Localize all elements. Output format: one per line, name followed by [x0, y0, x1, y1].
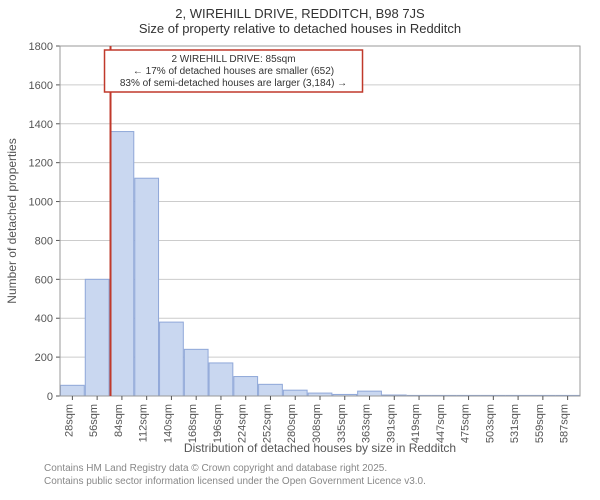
y-tick-label: 1800: [29, 41, 53, 53]
histogram-bar: [85, 279, 109, 396]
page-title-line2: Size of property relative to detached ho…: [0, 21, 600, 36]
histogram-bar: [234, 377, 258, 396]
histogram-chart: 0 200 400 600 800 1000 1200 1400 1600 1800 28sqm 56…: [0, 36, 600, 461]
x-tick-label: 280sqm: [286, 404, 298, 443]
x-tick-label: 391sqm: [385, 404, 397, 443]
annotation-line: ← 17% of detached houses are smaller (65…: [133, 66, 334, 77]
footer-line-2: Contains public sector information licen…: [44, 476, 600, 489]
x-tick-label: 112sqm: [138, 404, 150, 442]
x-tick-label: 196sqm: [212, 404, 224, 443]
y-tick-label: 1400: [29, 119, 53, 131]
y-tick-label: 400: [35, 313, 53, 325]
y-tick-label: 1200: [29, 158, 53, 170]
annotation-line: 2 WIREHILL DRIVE: 85sqm: [171, 54, 295, 65]
y-tick-label: 200: [35, 352, 53, 364]
y-tick-label: 1000: [29, 197, 53, 209]
y-tick-label: 800: [35, 235, 53, 247]
x-tick-label: 559sqm: [534, 404, 546, 443]
x-tick-label: 419sqm: [410, 404, 422, 443]
x-tick-label: 503sqm: [484, 404, 496, 443]
y-axis-label: Number of detached properties: [5, 138, 19, 303]
histogram-bar: [61, 385, 85, 396]
x-tick-label: 335sqm: [336, 404, 348, 443]
x-tick-label: 84sqm: [113, 404, 125, 437]
histogram-bar: [358, 391, 382, 396]
histogram-bar: [283, 390, 307, 396]
x-tick-label: 447sqm: [435, 404, 447, 443]
x-tick-label: 140sqm: [162, 404, 174, 443]
x-tick-label: 363sqm: [361, 404, 373, 443]
x-tick-label: 56sqm: [88, 404, 100, 437]
x-tick-label: 252sqm: [261, 404, 273, 443]
x-tick-label: 168sqm: [187, 404, 199, 443]
footer-line-1: Contains HM Land Registry data © Crown c…: [44, 463, 600, 476]
histogram-bar: [184, 349, 208, 396]
histogram-bar: [259, 384, 283, 396]
histogram-bar: [110, 132, 134, 396]
page-title-line1: 2, WIREHILL DRIVE, REDDITCH, B98 7JS: [0, 0, 600, 21]
x-tick-label: 308sqm: [311, 404, 323, 443]
y-tick-label: 0: [47, 391, 53, 403]
x-axis-label: Distribution of detached houses by size …: [184, 441, 456, 455]
x-tick-label: 224sqm: [237, 404, 249, 443]
y-tick-label: 600: [35, 274, 53, 286]
annotation-line: 83% of semi-detached houses are larger (…: [120, 78, 347, 89]
histogram-bar: [209, 363, 233, 396]
x-tick-label: 587sqm: [559, 404, 571, 443]
x-tick-label: 531sqm: [509, 404, 521, 443]
histogram-bar: [135, 178, 159, 396]
y-tick-label: 1600: [29, 80, 53, 92]
chart-svg: 0 200 400 600 800 1000 1200 1400 1600 1800 28sqm 56…: [0, 36, 600, 456]
histogram-bar: [160, 322, 184, 396]
x-tick-label: 475sqm: [460, 404, 472, 443]
x-tick-label: 28sqm: [63, 404, 75, 437]
